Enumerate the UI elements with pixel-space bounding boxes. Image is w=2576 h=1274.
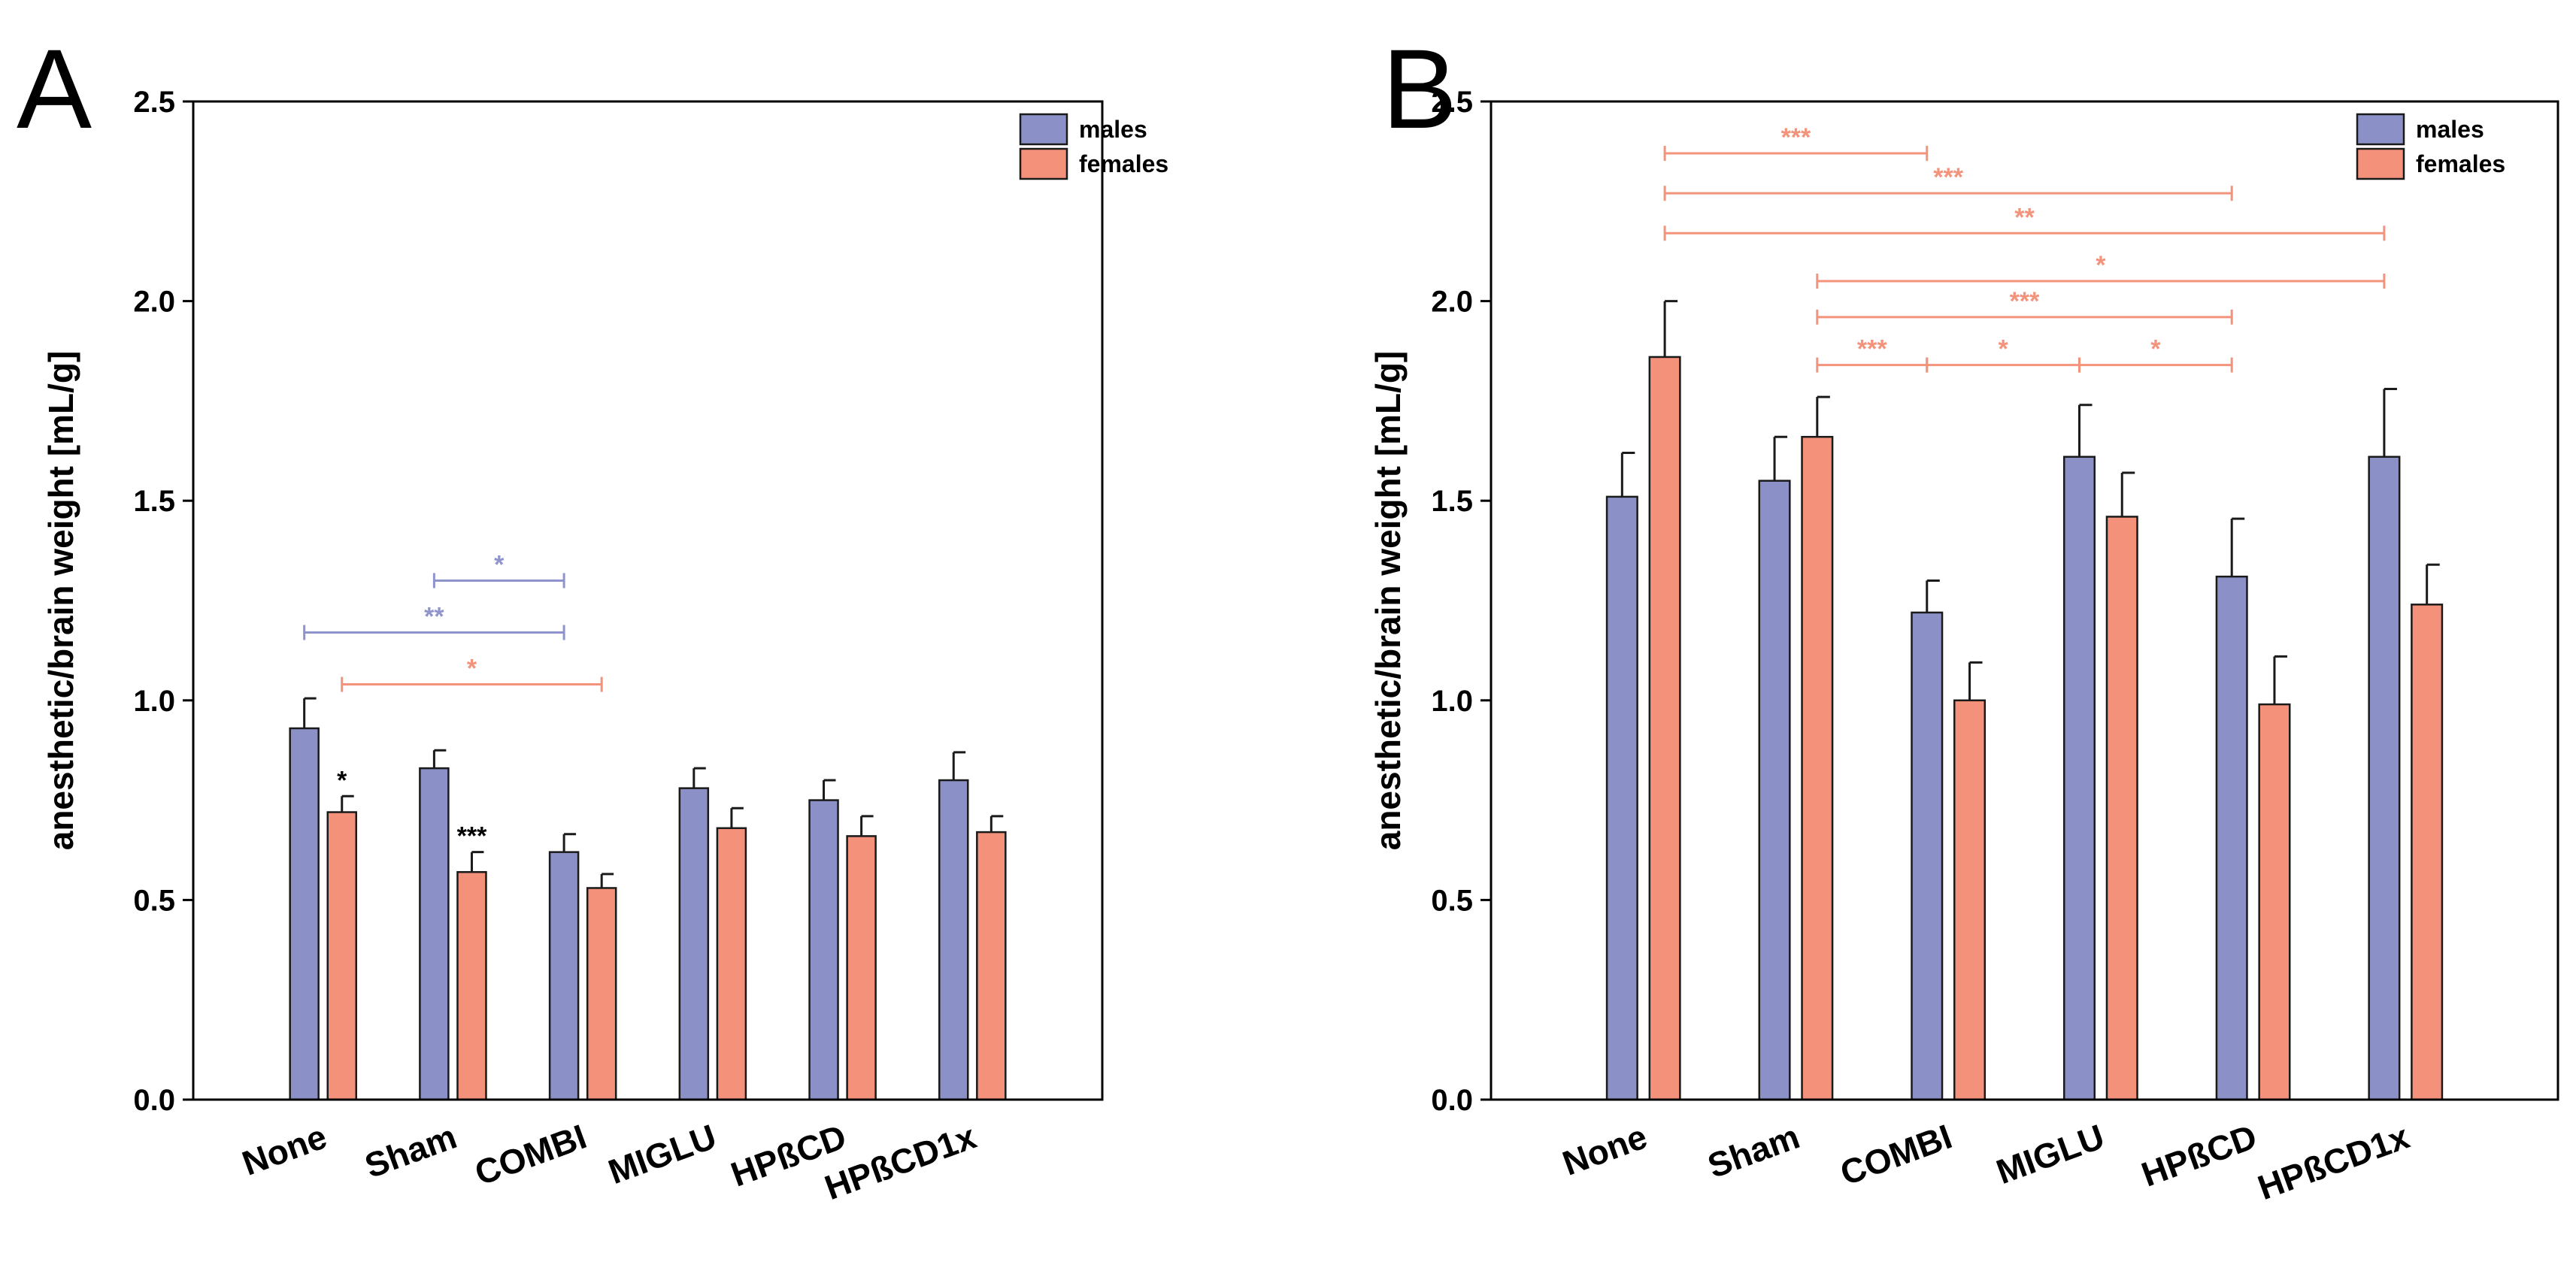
bar-females-miglu [716,827,747,1101]
legend-swatch-males [1019,113,1068,146]
legend-swatch-females [2356,147,2405,180]
bar-males-none [1605,495,1638,1101]
significance-star: *** [1781,123,1811,152]
legend-label-females: females [1079,150,1168,177]
significance-star: * [2150,335,2161,364]
bar-males-sham [1758,480,1791,1101]
significance-star: * [1999,335,2009,364]
bar-significance-star: * [337,766,347,794]
y-tick-label: 0.0 [1431,1084,1473,1117]
significance-star: ** [2014,203,2035,231]
x-category-label: None [1557,1117,1652,1183]
y-tick-label: 0.5 [133,884,175,917]
significance-star: * [467,655,477,683]
significance-star: ** [424,602,444,631]
bar-males-hpßcd1x [938,779,969,1101]
bar-males-hpßcd [2215,575,2248,1101]
x-category-label: HPßCD1x [2253,1116,2414,1207]
x-category-label: HPßCD [2136,1117,2262,1194]
plot-frame [192,100,1104,1101]
bar-females-miglu [2105,516,2138,1101]
bar-males-miglu [2062,455,2096,1101]
y-tick-label: 2.0 [133,286,175,319]
bar-females-none [326,811,358,1101]
legend-label-males: males [1079,116,1147,143]
bar-females-hpßcd [2258,703,2291,1101]
bar-males-miglu [678,787,710,1101]
y-tick-label: 2.0 [1431,286,1473,319]
significance-star: *** [2010,287,2040,316]
x-category-label: Sham [1702,1117,1804,1186]
bar-females-hpßcd1x [976,831,1007,1101]
x-category-label: MIGLU [1991,1117,2109,1192]
legend-swatch-females [1019,147,1068,180]
bar-males-none [289,727,320,1101]
bar-females-sham [456,870,487,1101]
bar-males-combi [1911,611,1944,1101]
x-category-label: HPßCD1x [820,1116,981,1207]
bar-females-hpßcd1x [2411,604,2444,1101]
legend-label-females: females [2416,150,2505,177]
significance-star: * [2096,251,2106,280]
legend-swatch-males [2356,113,2405,146]
panel-letter: A [17,26,92,152]
x-category-label: Sham [359,1117,461,1186]
panel-letter: B [1382,26,1457,152]
bar-females-combi [586,887,617,1101]
significance-star: *** [1857,335,1887,364]
x-category-label: COMBI [1835,1117,1957,1193]
x-category-label: None [237,1117,332,1183]
y-tick-label: 2.5 [1431,86,1473,119]
legend-label-males: males [2416,116,2484,143]
bar-males-hpßcd [808,799,839,1101]
bar-females-hpßcd [846,835,877,1101]
y-tick-label: 0.5 [1431,884,1473,917]
bar-males-combi [548,851,580,1101]
y-tick-label: 1.0 [1431,685,1473,718]
bar-significance-star: *** [457,822,487,851]
significance-star: * [494,550,505,579]
bar-males-sham [419,767,450,1101]
bar-males-hpßcd1x [2368,455,2401,1101]
y-axis-title: anesthetic/brain weight [mL/g] [1368,351,1408,851]
x-category-label: MIGLU [603,1117,721,1192]
x-category-label: COMBI [470,1117,592,1193]
y-tick-label: 1.5 [133,485,175,518]
plot-frame [1490,100,2559,1101]
y-tick-label: 2.5 [133,86,175,119]
y-tick-label: 0.0 [133,1084,175,1117]
y-tick-label: 1.0 [133,685,175,718]
bar-females-sham [1801,435,1834,1101]
y-axis-title: anesthetic/brain weight [mL/g] [41,351,80,851]
significance-star: *** [1933,163,1963,192]
bar-females-none [1648,356,1681,1101]
bar-females-combi [1953,699,1987,1101]
y-tick-label: 1.5 [1431,485,1473,518]
